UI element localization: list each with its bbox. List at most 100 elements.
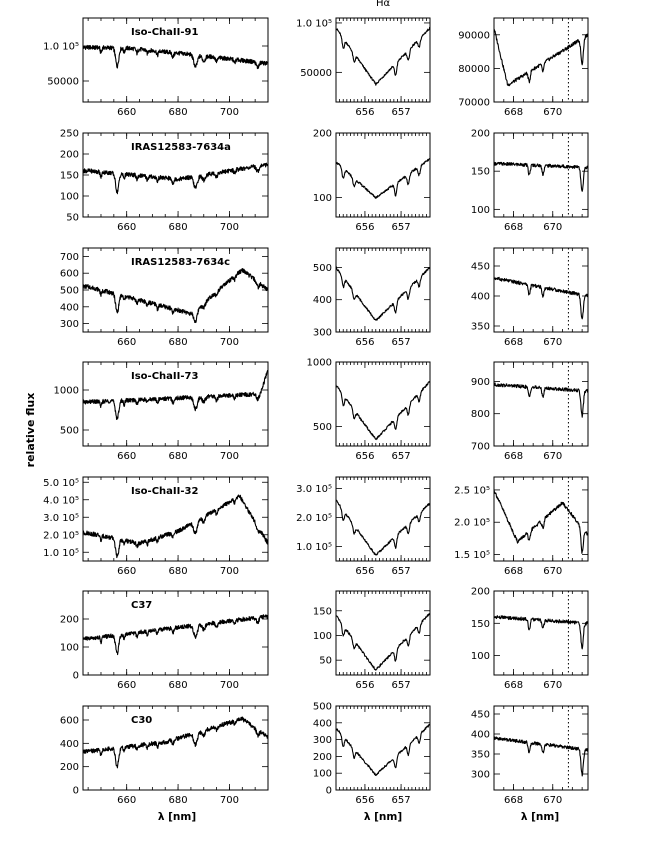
y-tick-label: 200 [60,762,79,773]
spectrum-line [335,613,431,671]
x-tick-label: 668 [504,107,523,118]
x-tick-label: 670 [543,107,562,118]
y-tick-label: 50000 [300,68,332,79]
x-tick-label: 660 [117,222,136,233]
y-tick-label: 100 [471,205,490,216]
y-tick-label: 200 [313,129,332,140]
x-tick-label: 700 [220,566,239,577]
y-tick-label: 0 [326,786,332,797]
spectrum-line [82,44,269,70]
spectrum-line [82,716,269,769]
x-tick-label: 657 [392,795,411,806]
x-tick-label: 700 [220,680,239,691]
panel-c30-full: 660 680 700 0 200 400 600 C30 [60,705,269,806]
x-tick-label: 660 [117,337,136,348]
panel-frame [82,361,269,447]
panel-frame [493,132,589,218]
y-tick-label: 400 [313,295,332,306]
y-tick-label: 50 [66,213,79,224]
x-tick-label: 656 [355,107,374,118]
x-tick-label: 670 [543,337,562,348]
y-tick-label: 3.0 10⁵ [296,484,332,495]
y-tick-label: 900 [471,377,490,388]
spectrum-line [493,489,589,554]
x-tick-label: 668 [504,680,523,691]
x-tick-label: 700 [220,795,239,806]
panel-frame [493,476,589,562]
x-tick-label: 660 [117,107,136,118]
y-tick-label: 200 [60,615,79,626]
x-tick-label: 680 [169,680,188,691]
figure-top-title: Hα [376,0,391,9]
xlabel-mid: λ [nm] [364,811,402,823]
x-tick-label: 700 [220,451,239,462]
star-name-label: Iso-ChaII-32 [131,486,198,497]
spectrum-line [493,615,589,650]
x-tick-label: 670 [543,222,562,233]
panel-iso-chaii-32-full: 660 680 700 1.0 10⁵ 2.0 10⁵ 3.0 10⁵ 4.0 10⁵ 5.0… [43,476,269,577]
star-name-label: C30 [131,715,152,726]
panel-iso-chaii-91-full: 660 680 700 50000 1.0 10⁵ Iso-ChaII-91 [43,17,269,118]
panel-c37-li: 668 670 100 150 200 [471,587,589,691]
x-tick-label: 680 [169,107,188,118]
y-tick-label: 50000 [47,77,79,88]
x-tick-label: 657 [392,680,411,691]
panel-frame [493,361,589,447]
x-tick-label: 670 [543,795,562,806]
panel-iras12583-7634a-full: 660 680 700 50 100 150 200 250 IRAS12583-7634a [60,129,269,233]
star-name-label: IRAS12583-7634a [131,142,231,153]
spectrum-line [82,494,269,559]
spectrum-line [82,369,269,420]
x-tick-label: 680 [169,795,188,806]
panel-c30-halpha: 656 657 0 100 200 300 400 500 [313,702,431,806]
spectrum-line [335,499,431,556]
x-tick-label: 700 [220,107,239,118]
spectrum-line [493,161,589,192]
y-tick-label: 0 [73,786,79,797]
y-tick-label: 450 [471,710,490,721]
xlabel-right: λ [nm] [521,811,559,823]
spectrum-line [335,26,431,86]
y-tick-label: 100 [60,643,79,654]
x-tick-label: 656 [355,795,374,806]
y-tick-label: 200 [471,587,490,598]
spectrum-line [493,382,589,418]
y-tick-label: 200 [471,129,490,140]
y-tick-label: 150 [471,619,490,630]
x-tick-label: 680 [169,566,188,577]
x-tick-label: 656 [355,337,374,348]
y-tick-label: 400 [313,718,332,729]
x-tick-label: 657 [392,222,411,233]
y-tick-label: 350 [471,322,490,333]
x-tick-label: 656 [355,680,374,691]
y-tick-label: 2.0 10⁵ [296,513,332,524]
y-tick-label: 2.5 10⁵ [454,485,490,496]
x-tick-label: 680 [169,451,188,462]
x-tick-label: 700 [220,222,239,233]
x-tick-label: 670 [543,451,562,462]
panel-iras12583-7634c-full: 660 680 700 300 400 500 600 700 IRAS12583-7634c [60,247,269,348]
panel-frame [493,590,589,676]
y-tick-label: 90000 [458,30,490,41]
y-tick-label: 100 [313,631,332,642]
y-tick-label: 4.0 10⁵ [43,495,79,506]
spectrum-line [335,380,431,441]
panel-frame [493,705,589,791]
x-tick-label: 657 [392,566,411,577]
xlabel-left: λ [nm] [158,811,196,823]
y-tick-label: 400 [60,739,79,750]
x-tick-label: 670 [543,680,562,691]
figure-ylabel: relative flux [24,393,37,468]
y-tick-label: 100 [471,651,490,662]
y-tick-label: 350 [471,750,490,761]
y-tick-label: 600 [60,269,79,280]
y-tick-label: 300 [313,328,332,339]
y-tick-label: 250 [60,129,79,140]
y-tick-label: 100 [313,769,332,780]
y-tick-label: 1.0 10⁵ [296,18,332,29]
y-tick-label: 1000 [54,386,79,397]
spectrum-line [493,276,589,320]
x-tick-label: 660 [117,566,136,577]
y-tick-label: 800 [471,409,490,420]
spectrum-line [82,162,269,195]
